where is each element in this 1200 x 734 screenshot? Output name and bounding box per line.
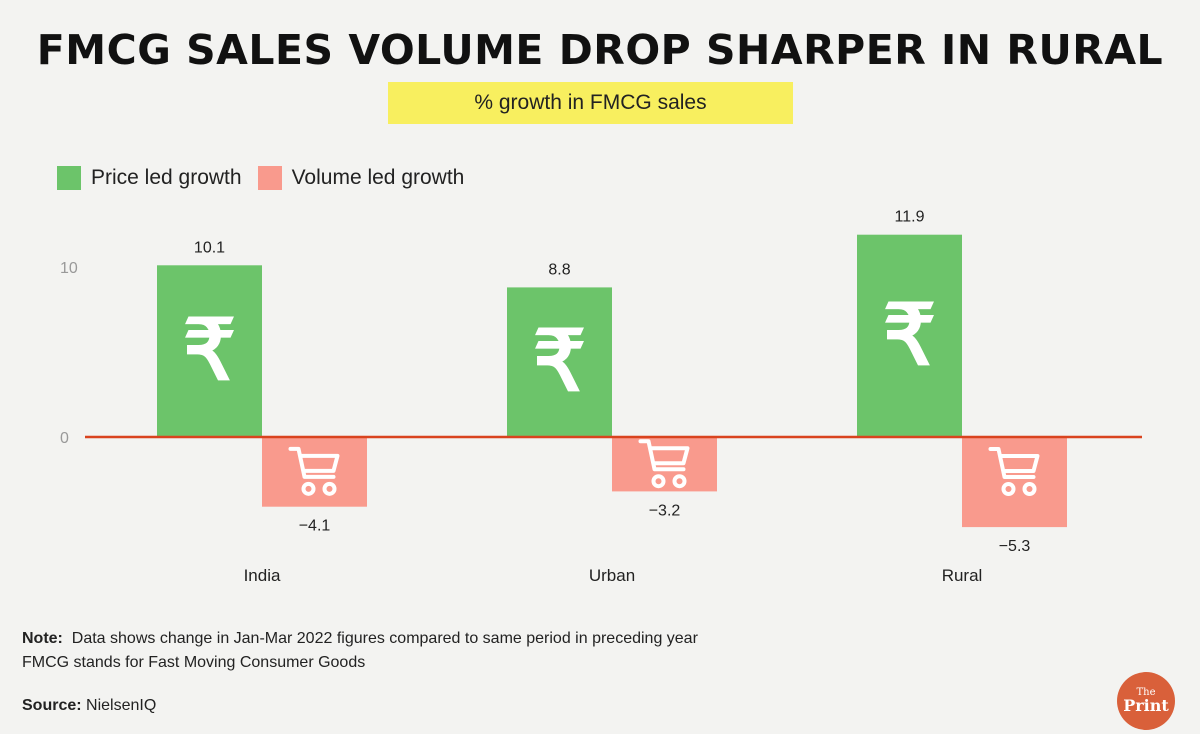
source-text: NielsenIQ [86,697,157,714]
rupee-icon: ₹ [183,303,236,397]
subtitle-text: % growth in FMCG sales [474,91,707,114]
note: Note: Data shows change in Jan-Mar 2022 … [22,627,698,675]
value-label-volume-rural: −5.3 [999,538,1031,555]
note-text-1: Data shows change in Jan-Mar 2022 figure… [71,630,698,647]
note-line-1: Note: Data shows change in Jan-Mar 2022 … [22,627,698,651]
category-label-urban: Urban [589,566,635,585]
value-label-price-india: 10.1 [194,239,225,256]
y-tick-label-0: 0 [60,430,69,447]
bar-price-rural [857,234,962,437]
logo-print: Print [1123,696,1169,715]
value-label-volume-urban: −3.2 [649,502,681,519]
bar-volume-rural [962,437,1067,528]
y-tick-label-10: 10 [60,260,78,277]
shopping-cart-icon [288,446,340,496]
legend-label-volume: Volume led growth [291,166,465,189]
legend-item-volume: Volume led growth [257,166,465,190]
category-label-india: India [244,566,281,585]
theprint-logo: The Print [1117,672,1175,730]
rupee-icon: ₹ [533,314,586,408]
bar-price-urban [507,287,612,437]
legend-item-price: Price led growth [57,166,242,190]
legend-swatch-volume [257,166,282,190]
value-label-price-urban: 8.8 [548,261,570,278]
rupee-icon: ₹ [883,288,936,382]
source-label: Source: [22,697,82,714]
chart-subtitle: % growth in FMCG sales [388,82,793,124]
note-label: Note: [22,630,63,647]
shopping-cart-icon [988,447,1040,496]
note-line-2: FMCG stands for Fast Moving Consumer Goo… [22,654,366,671]
bar-price-india [157,265,262,437]
legend-swatch-price [57,166,81,190]
logo-the: The [1136,687,1156,698]
category-label-rural: Rural [942,566,983,585]
legend: Price led growth Volume led growth [57,166,480,190]
value-label-price-rural: 11.9 [895,209,925,226]
source: Source: NielsenIQ [22,697,156,715]
legend-label-price: Price led growth [91,166,242,189]
value-label-volume-india: −4.1 [299,518,331,535]
shopping-cart-icon [638,439,690,489]
